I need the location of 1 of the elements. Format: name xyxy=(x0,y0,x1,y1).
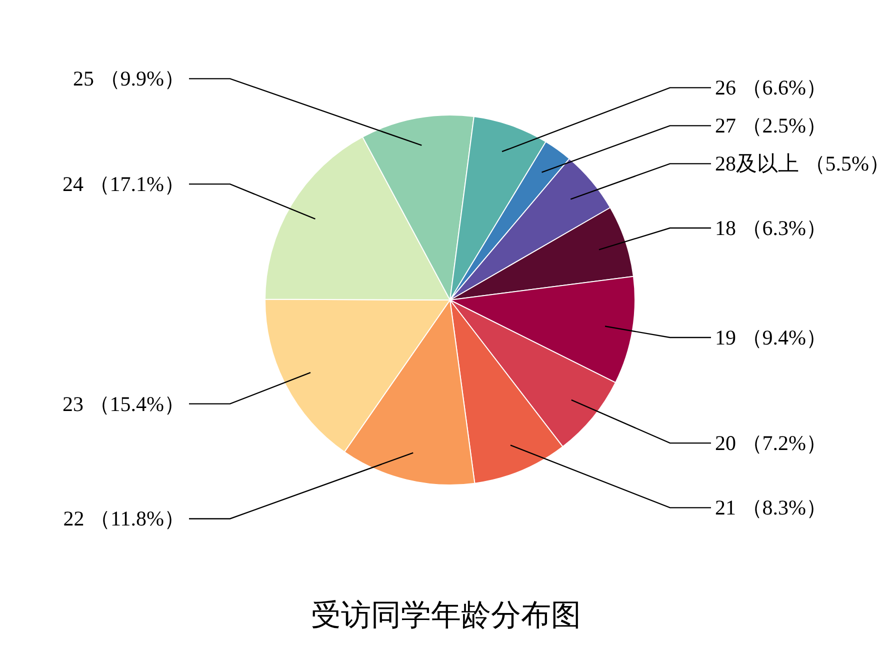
text: 受访同学年龄分布图 xyxy=(311,599,581,632)
